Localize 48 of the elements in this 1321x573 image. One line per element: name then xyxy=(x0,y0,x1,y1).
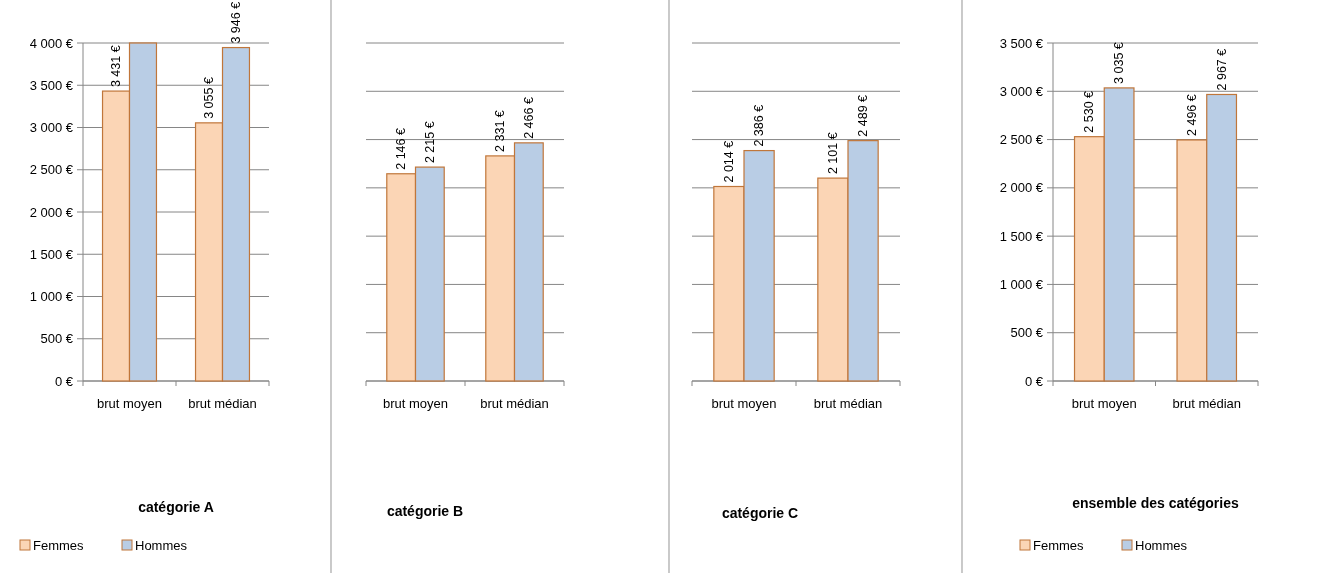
data-label: 3 431 € xyxy=(109,45,124,88)
x-tick-label: brut moyen xyxy=(382,396,449,411)
y-tick-label: 2 500 € xyxy=(29,162,74,178)
y-tick-label: 0 € xyxy=(54,373,74,389)
data-label: 2 014 € xyxy=(721,140,736,183)
legend-label: Femmes xyxy=(33,538,85,553)
y-tick-label: 2 000 € xyxy=(29,204,74,220)
text: catégorie B xyxy=(386,503,464,519)
y-tick-label: 1 000 € xyxy=(999,276,1044,292)
x-tick-label: brut médian xyxy=(188,396,257,411)
data-label: 3 035 € xyxy=(1112,42,1127,84)
y-tick-label: 3 000 € xyxy=(999,83,1044,99)
text: catégorie A xyxy=(138,499,214,515)
x-tick-label: brut moyen xyxy=(96,396,163,411)
y-tick-label: 3 500 € xyxy=(29,77,74,93)
x-tick-label: brut moyen xyxy=(1071,396,1137,411)
y-tick-label: 1 500 € xyxy=(999,228,1044,244)
y-tick-label: 0 € xyxy=(1024,373,1044,389)
legend-label: Hommes xyxy=(135,538,188,553)
y-tick-label: 500 € xyxy=(1010,325,1044,341)
data-label: 2 530 € xyxy=(1082,90,1097,133)
data-label: 2 215 € xyxy=(422,121,437,164)
x-tick-label: brut médian xyxy=(1172,396,1242,411)
y-tick-label: 1 000 € xyxy=(29,289,74,305)
data-label: 2 386 € xyxy=(752,104,767,147)
data-label: 2 496 € xyxy=(1184,94,1199,136)
y-tick-label: 2 500 € xyxy=(999,132,1044,148)
text: ensemble des catégories xyxy=(1072,495,1239,511)
y-tick-label: 4 000 € xyxy=(29,35,74,51)
legend-label: Femmes xyxy=(1033,538,1085,553)
y-tick-label: 3 500 € xyxy=(999,35,1044,51)
y-tick-label: 1 500 € xyxy=(29,246,74,262)
data-label: 3 946 € xyxy=(228,1,243,44)
text: catégorie C xyxy=(721,505,799,521)
data-label: 2 101 € xyxy=(825,132,840,175)
data-label: 2 146 € xyxy=(394,128,409,170)
y-tick-label: 2 000 € xyxy=(999,180,1044,196)
x-tick-label: brut médian xyxy=(813,396,883,411)
data-label: 2 967 € xyxy=(1214,48,1229,91)
y-tick-label: 3 000 € xyxy=(29,120,74,136)
data-label: 3 055 € xyxy=(202,77,217,119)
x-tick-label: brut moyen xyxy=(711,396,777,411)
data-label: 2 466 € xyxy=(521,97,536,139)
legend-label: Hommes xyxy=(1135,538,1188,553)
data-label: 2 489 € xyxy=(856,94,871,137)
data-label: 2 331 € xyxy=(493,110,508,152)
x-tick-label: brut médian xyxy=(480,396,549,411)
y-tick-label: 500 € xyxy=(40,331,74,347)
